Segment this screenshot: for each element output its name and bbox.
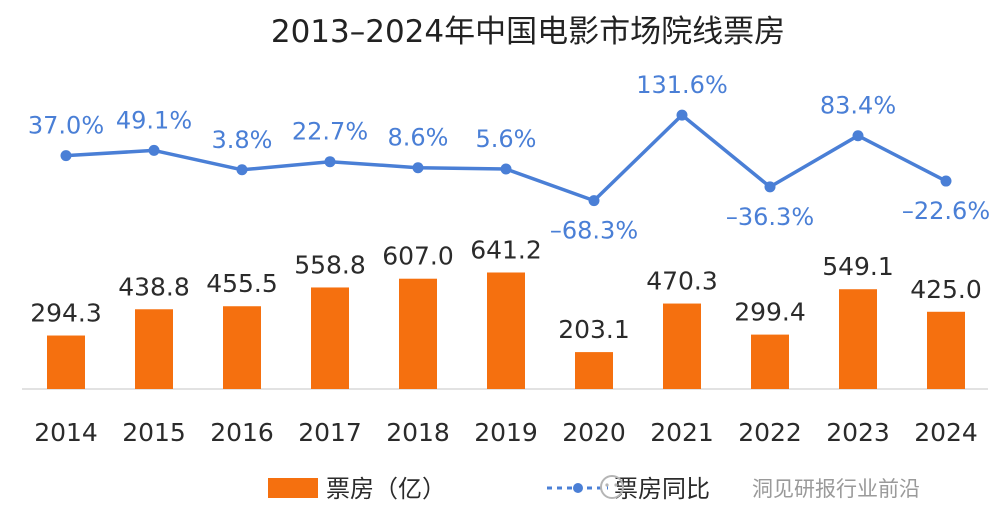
x-tick-2016: 2016 (210, 418, 274, 447)
bar-2023 (839, 289, 877, 389)
x-tick-2022: 2022 (738, 418, 802, 447)
watermark-text: 洞见研报行业前沿 (752, 477, 920, 501)
yoy-point-2024 (940, 175, 952, 187)
yoy-point-2016 (236, 164, 248, 176)
bar-series (47, 272, 965, 389)
bar-2019 (487, 272, 525, 389)
yoy-label-2016: 3.8% (212, 126, 273, 154)
bar-label-2019: 641.2 (470, 235, 542, 264)
yoy-label-2021: 131.6% (636, 71, 728, 99)
yoy-point-2020 (588, 195, 600, 207)
x-tick-2023: 2023 (826, 418, 890, 447)
bar-2016 (223, 306, 261, 389)
chart-title: 2013–2024年中国电影市场院线票房 (271, 14, 785, 50)
yoy-point-2017 (324, 156, 336, 168)
bar-label-2016: 455.5 (206, 269, 278, 298)
x-tick-2020: 2020 (562, 418, 626, 447)
bar-label-2018: 607.0 (382, 242, 454, 271)
bar-label-2023: 549.1 (822, 252, 894, 281)
bar-2024 (927, 311, 965, 389)
yoy-value-labels: 37.0% 49.1% 3.8% 22.7% 8.6% 5.6% –68.3% 131.6% –… (28, 71, 990, 244)
yoy-label-2015: 49.1% (116, 106, 192, 134)
legend-bar-swatch (268, 478, 318, 498)
bar-2021 (663, 303, 701, 389)
bar-value-labels: 294.3 438.8 455.5 558.8 607.0 641.2 203.1 470.3… (30, 235, 982, 344)
yoy-label-2024: –22.6% (902, 197, 990, 225)
x-tick-2019: 2019 (474, 418, 538, 447)
bar-label-2022: 299.4 (734, 298, 806, 327)
bar-2014 (47, 335, 85, 389)
bar-2022 (751, 334, 789, 389)
bar-label-2015: 438.8 (118, 272, 190, 301)
yoy-point-2015 (148, 144, 160, 156)
bar-2015 (135, 309, 173, 389)
bar-label-2021: 470.3 (646, 267, 718, 296)
yoy-label-2019: 5.6% (476, 125, 537, 153)
yoy-point-2021 (676, 109, 688, 121)
yoy-point-2018 (412, 162, 424, 174)
bar-label-2024: 425.0 (910, 275, 982, 304)
bar-2017 (311, 287, 349, 389)
x-tick-2021: 2021 (650, 418, 714, 447)
yoy-label-2014: 37.0% (28, 112, 104, 140)
bar-label-2017: 558.8 (294, 250, 366, 279)
x-tick-2017: 2017 (298, 418, 362, 447)
legend-line-label: 票房同比 (614, 475, 710, 503)
x-axis-ticks: 2014 2015 2016 2017 2018 2019 2020 2021 2022 2023… (34, 418, 978, 447)
yoy-point-2019 (500, 163, 512, 175)
yoy-label-2017: 22.7% (292, 118, 368, 146)
yoy-label-2018: 8.6% (388, 124, 449, 152)
bar-label-2020: 203.1 (558, 315, 630, 344)
yoy-point-2023 (852, 130, 864, 142)
yoy-point-2022 (764, 181, 776, 193)
yoy-line-series (60, 109, 952, 207)
bar-2018 (399, 278, 437, 389)
x-tick-2024: 2024 (914, 418, 978, 447)
legend-line-marker (573, 483, 583, 493)
legend: 票房（亿） 票房同比 (268, 475, 710, 503)
legend-bar-label: 票房（亿） (326, 475, 446, 503)
watermark: 洞见研报行业前沿 (600, 475, 920, 501)
x-tick-2015: 2015 (122, 418, 186, 447)
yoy-label-2022: –36.3% (726, 203, 814, 231)
bar-2020 (575, 352, 613, 389)
bar-label-2014: 294.3 (30, 299, 102, 328)
wechat-icon (600, 475, 624, 499)
yoy-label-2020: –68.3% (550, 217, 638, 245)
x-tick-2014: 2014 (34, 418, 98, 447)
yoy-label-2023: 83.4% (820, 92, 896, 120)
yoy-point-2014 (60, 150, 72, 162)
x-tick-2018: 2018 (386, 418, 450, 447)
